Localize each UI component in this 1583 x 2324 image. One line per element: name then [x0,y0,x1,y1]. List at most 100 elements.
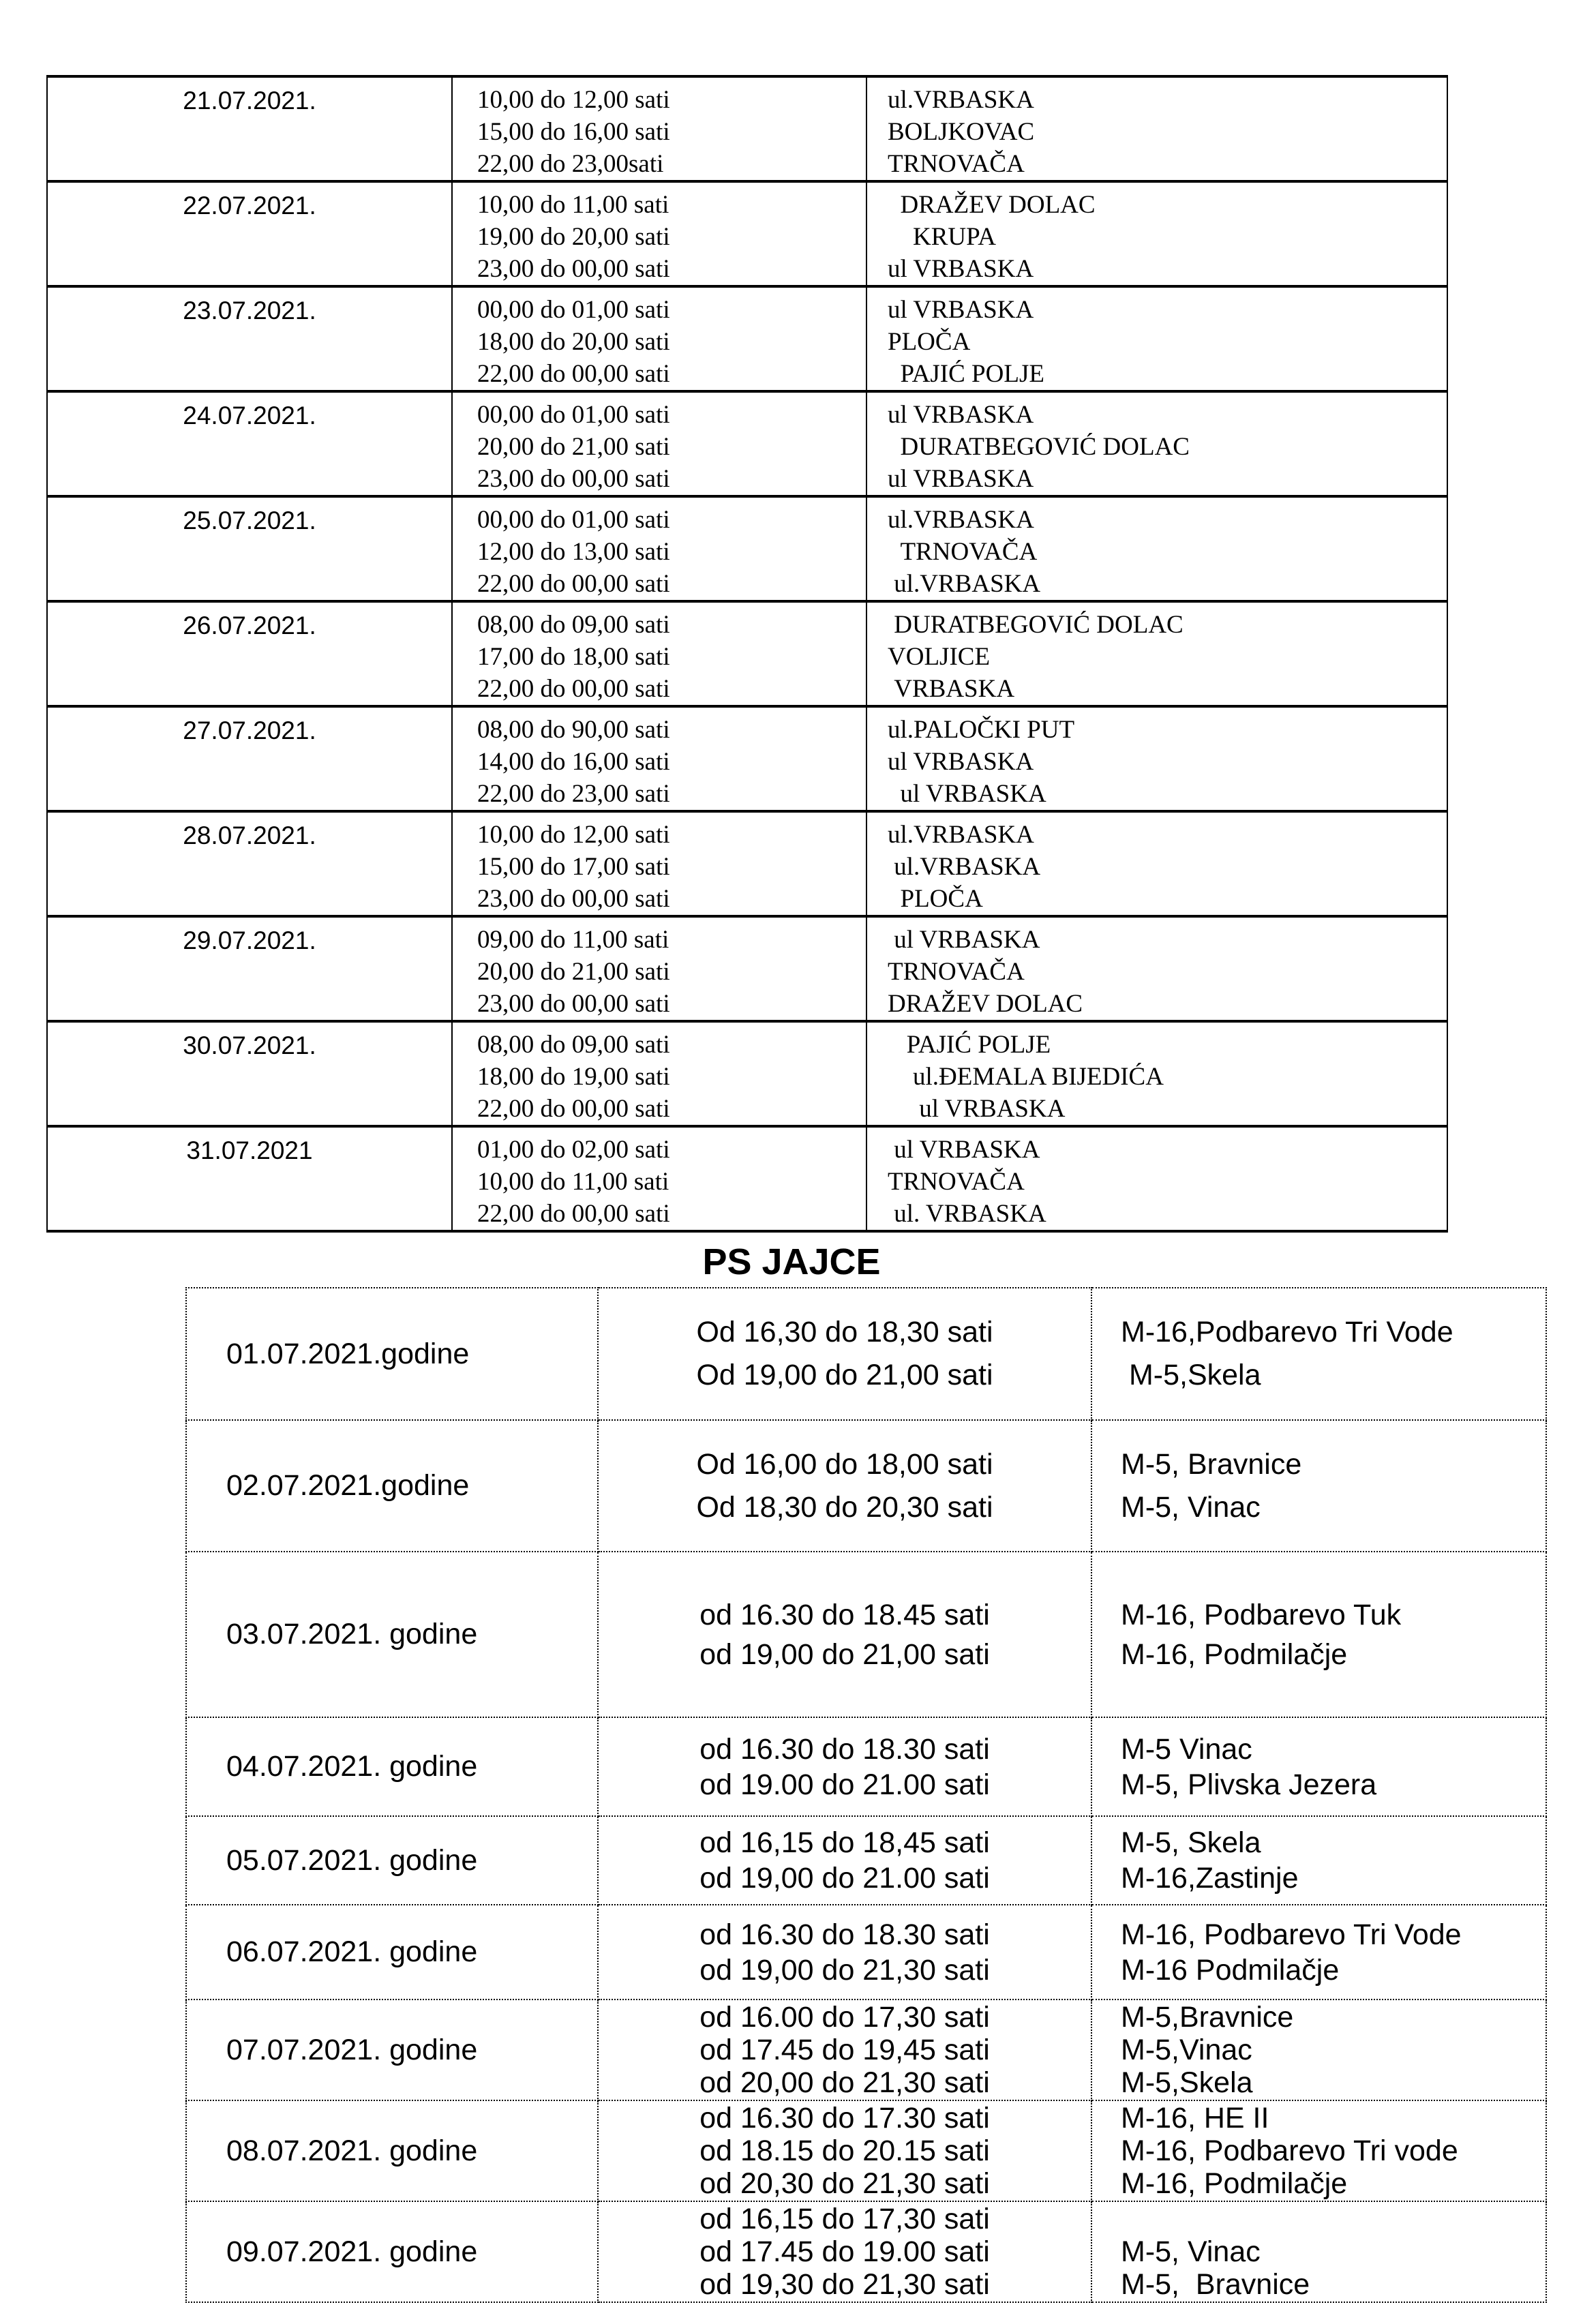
time-range-line: Od 19,00 do 21,00 sati [696,1359,993,1391]
location-line: ul.VRBASKA [888,570,1041,598]
time-range-line: 22,00 do 23,00 sati [477,780,670,808]
locations-cell: M-5, Bravnice M-5, Vinac [1091,1419,1547,1552]
location-line: M-5, Bravnice [1121,2268,1310,2301]
location-line: M-16, HE II [1121,2102,1269,2134]
location-line: ul.VRBASKA [888,506,1034,534]
date-cell: 26.07.2021. [46,600,453,708]
time-range-line: od 19,00 do 21,00 sati [699,1638,990,1671]
time-ranges-cell: 09,00 do 11,00 sati 20,00 do 21,00 sati 23… [451,915,867,1023]
location-line: TRNOVAČA [888,538,1038,566]
time-range-line: 15,00 do 17,00 sati [477,853,670,881]
date-cell: 24.07.2021. [46,390,453,498]
schedule-table-row: 26.07.2021. 08,00 do 09,00 sati 17,00 do … [46,600,1448,708]
location-line: PAJIĆ POLJE [888,1031,1051,1059]
time-range-line: od 16.30 do 17.30 sati [699,2102,990,2134]
time-range-line: od 16.30 do 18.45 sati [699,1598,990,1631]
time-range-line: od 17.45 do 19,45 sati [699,2034,990,2066]
time-range-line: 09,00 do 11,00 sati [477,926,669,954]
schedule-table-row: 05.07.2021. godine od 16,15 do 18,45 sat… [185,1815,1547,1905]
location-line: TRNOVAČA [888,958,1025,986]
date-cell: 31.07.2021 [46,1125,453,1233]
locations-cell: M-16, Podbarevo Tuk M-16, Podmilačje [1091,1551,1547,1718]
location-line: ul VRBASKA [888,780,1046,808]
time-ranges-cell: 10,00 do 11,00 sati 19,00 do 20,00 sati 23… [451,180,867,288]
location-line: TRNOVAČA [888,150,1025,178]
time-range-line: 00,00 do 01,00 sati [477,506,670,534]
time-range-line: od 19,00 do 21.00 sati [699,1862,990,1895]
location-line: ul VRBASKA [888,1095,1066,1123]
schedule-table-row: 25.07.2021. 00,00 do 01,00 sati 12,00 do … [46,495,1448,603]
locations-cell: M-5, Skela M-16,Zastinje [1091,1815,1547,1905]
time-ranges-cell: 00,00 do 01,00 sati 12,00 do 13,00 sati 22… [451,495,867,603]
date-cell: 22.07.2021. [46,180,453,288]
time-range-line: 10,00 do 12,00 sati [477,821,670,849]
location-line: ul VRBASKA [888,748,1034,776]
location-line: ul.PALOČKI PUT [888,716,1075,744]
time-range-line: 18,00 do 19,00 sati [477,1063,670,1091]
time-range-line: 00,00 do 01,00 sati [477,296,670,324]
time-range-line: 22,00 do 23,00sati [477,150,664,178]
location-line: ul VRBASKA [888,255,1034,283]
location-line: ul VRBASKA [888,1136,1040,1164]
location-line: ul VRBASKA [888,465,1034,493]
locations-cell: ul.VRBASKA ul.VRBASKA PLOČA [866,810,1448,918]
time-range-line: 22,00 do 00,00 sati [477,570,670,598]
date-cell: 03.07.2021. godine [185,1551,599,1718]
time-range-line: Od 18,30 do 20,30 sati [696,1490,993,1524]
date-cell: 01.07.2021.godine [185,1287,599,1421]
locations-cell: M-16, HE II M-16, Podbarevo Tri vode M-16,… [1091,2100,1547,2202]
section-title-ps-jajce: PS JAJCE [702,1241,881,1282]
location-line: M-5, Plivska Jezera [1121,1768,1377,1801]
time-range-line: od 16.00 do 17,30 sati [699,2001,990,2034]
date-cell: 06.07.2021. godine [185,1904,599,2000]
locations-cell: ul VRBASKA TRNOVAČA ul. VRBASKA [866,1125,1448,1233]
location-line: ul VRBASKA [888,296,1034,324]
locations-cell: M-5,Bravnice M-5,Vinac M-5,Skela [1091,1999,1547,2101]
location-line: M-5,Vinac [1121,2034,1252,2066]
time-range-line: 00,00 do 01,00 sati [477,401,670,429]
time-ranges-cell: od 16.00 do 17,30 sati od 17.45 do 19,45 … [597,1999,1092,2101]
location-line: M-16, Podmilačje [1121,1638,1348,1671]
schedule-table-row: 23.07.2021. 00,00 do 01,00 sati 18,00 do … [46,285,1448,393]
time-ranges-cell: 00,00 do 01,00 sati 18,00 do 20,00 sati 22… [451,285,867,393]
date-cell: 23.07.2021. [46,285,453,393]
time-ranges-cell: 08,00 do 09,00 sati 18,00 do 19,00 sati 22… [451,1020,867,1128]
time-ranges-cell: 00,00 do 01,00 sati 20,00 do 21,00 sati 23… [451,390,867,498]
schedule-table-row: 29.07.2021. 09,00 do 11,00 sati 20,00 do … [46,915,1448,1023]
time-ranges-cell: od 16,15 do 18,45 sati od 19,00 do 21.00 … [597,1815,1092,1905]
time-range-line: 15,00 do 16,00 sati [477,118,670,146]
location-line: BOLJKOVAC [888,118,1035,146]
time-range-line: od 16.30 do 18.30 sati [699,1918,990,1951]
time-range-line: Od 16,30 do 18,30 sati [696,1316,993,1348]
time-range-line: od 20,30 do 21,30 sati [699,2167,990,2200]
time-range-line: od 16,15 do 17,30 sati [699,2203,990,2235]
schedule-table-row: 09.07.2021. godine od 16,15 do 17,30 sat… [185,2201,1547,2303]
locations-cell: ul VRBASKA DURATBEGOVIĆ DOLAC ul VRBASKA [866,390,1448,498]
time-range-line: od 18.15 do 20.15 sati [699,2134,990,2167]
location-line: ul.ĐEMALA BIJEDIĆA [888,1063,1164,1091]
date-cell: 25.07.2021. [46,495,453,603]
time-range-line: od 16,15 do 18,45 sati [699,1826,990,1859]
time-range-line: 22,00 do 00,00 sati [477,675,670,703]
location-line: M-5, Bravnice [1121,1447,1302,1481]
location-line: M-5, Vinac [1121,1490,1261,1524]
location-line: M-5, Skela [1121,1826,1261,1859]
time-range-line: 19,00 do 20,00 sati [477,223,670,251]
location-line: DURATBEGOVIĆ DOLAC [888,611,1184,639]
radar-schedule-table-21-31-july: 21.07.2021. 10,00 do 12,00 sati 15,00 do … [46,75,1448,1233]
time-range-line: 20,00 do 21,00 sati [477,433,670,461]
time-range-line: 08,00 do 09,00 sati [477,1031,670,1059]
time-ranges-cell: od 16.30 do 18.30 sati od 19.00 do 21.00 … [597,1717,1092,1817]
time-range-line: od 19,00 do 21,30 sati [699,1953,990,1987]
time-range-line: 23,00 do 00,00 sati [477,465,670,493]
time-range-line: 23,00 do 00,00 sati [477,990,670,1018]
location-line: ul.VRBASKA [888,86,1034,114]
schedule-table-row: 22.07.2021. 10,00 do 11,00 sati 19,00 do … [46,180,1448,288]
time-range-line: 22,00 do 00,00 sati [477,1200,670,1228]
date-cell: 21.07.2021. [46,75,453,183]
location-line: PAJIĆ POLJE [888,360,1044,388]
locations-cell: M-5 Vinac M-5, Plivska Jezera [1091,1717,1547,1817]
date-cell: 30.07.2021. [46,1020,453,1128]
locations-cell: M-16, Podbarevo Tri Vode M-16 Podmilačje [1091,1904,1547,2000]
schedule-table-row: 01.07.2021.godine Od 16,30 do 18,30 sati… [185,1287,1547,1421]
